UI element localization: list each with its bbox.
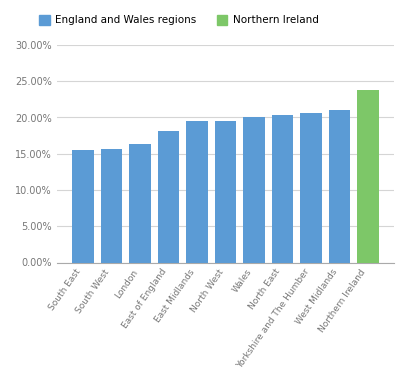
Bar <box>129 144 150 262</box>
Bar <box>72 150 93 262</box>
Bar <box>214 121 235 262</box>
Bar <box>185 121 207 262</box>
Bar <box>328 110 349 262</box>
Bar <box>356 90 377 262</box>
Bar <box>271 116 292 262</box>
Bar <box>243 117 264 262</box>
Legend: England and Wales regions, Northern Ireland: England and Wales regions, Northern Irel… <box>35 11 322 30</box>
Bar <box>100 148 122 262</box>
Bar <box>157 131 179 262</box>
Bar <box>299 113 321 262</box>
